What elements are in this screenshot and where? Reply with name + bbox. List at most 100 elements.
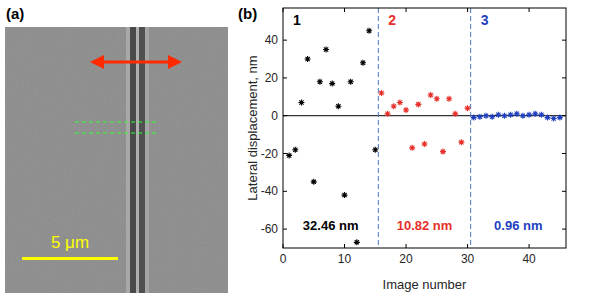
line-dark: [139, 27, 145, 293]
point: [434, 96, 440, 102]
point: [409, 145, 415, 151]
point: [514, 111, 520, 117]
image-background: [5, 27, 228, 293]
axes: 010203040-60-40-2002040Image numberLater…: [245, 8, 566, 292]
point: [428, 92, 434, 98]
point: [440, 149, 446, 155]
y-tick: [283, 77, 287, 78]
region-label: 1: [293, 12, 301, 28]
x-tick-label: 40: [522, 252, 536, 266]
y-tick: [562, 191, 566, 192]
std-annotation: 32.46 nm: [303, 218, 359, 233]
x-tick: [406, 244, 407, 248]
plot-area: [283, 8, 566, 248]
std-annotation: 0.96 nm: [494, 218, 542, 233]
series: [378, 90, 470, 155]
x-tick-label: 30: [461, 252, 475, 266]
point: [397, 99, 403, 105]
x-tick: [529, 244, 530, 248]
point: [532, 111, 538, 117]
point: [335, 103, 341, 109]
y-tick-label: -20: [261, 147, 279, 161]
edge-light: [126, 27, 130, 293]
point: [501, 113, 507, 119]
point: [378, 90, 384, 96]
point: [305, 56, 311, 62]
plot-marks: [283, 8, 566, 248]
point: [311, 179, 317, 185]
point: [551, 116, 557, 122]
region-boundary: [470, 8, 471, 248]
arrow-shaft: [100, 61, 172, 64]
point: [348, 79, 354, 85]
point: [489, 114, 495, 120]
point: [508, 112, 514, 118]
x-tick: [529, 8, 530, 12]
y-tick-label: -60: [261, 222, 279, 236]
region-boundary: [378, 8, 379, 248]
line-center: [136, 27, 139, 293]
point: [298, 99, 304, 105]
point: [452, 111, 458, 117]
point: [329, 81, 335, 87]
point: [354, 239, 360, 245]
x-axis-label: Image number: [383, 277, 467, 292]
y-tick-label: 20: [265, 71, 279, 85]
x-tick: [467, 244, 468, 248]
y-tick: [562, 40, 566, 41]
y-tick: [562, 153, 566, 154]
plot-frame: [283, 8, 566, 248]
point: [526, 112, 532, 118]
point: [446, 96, 452, 102]
y-tick: [283, 229, 287, 230]
y-tick-label: -40: [261, 184, 279, 198]
point: [342, 192, 348, 198]
point: [385, 111, 391, 117]
roi-line: [75, 122, 158, 123]
line-dark: [130, 27, 136, 293]
point: [391, 103, 397, 109]
x-tick: [344, 244, 345, 248]
x-tick-label: 20: [399, 252, 413, 266]
y-tick: [283, 153, 287, 154]
region-label: 3: [481, 12, 489, 28]
point: [415, 101, 421, 107]
point: [458, 139, 464, 145]
image-panel: 5 μm: [5, 27, 228, 293]
point: [520, 113, 526, 119]
scale-bar-label: 5 μm: [51, 233, 89, 252]
series: [286, 28, 378, 246]
scale-bar: [22, 257, 118, 260]
point: [477, 114, 483, 120]
y-tick-label: 40: [265, 33, 279, 47]
edge-light: [145, 27, 149, 293]
point: [323, 47, 329, 53]
x-tick: [344, 8, 345, 12]
arrow-head: [90, 55, 104, 69]
y-tick: [283, 191, 287, 192]
point: [366, 28, 372, 34]
point: [545, 115, 551, 121]
region-label: 2: [388, 12, 396, 28]
y-tick-label: 0: [271, 109, 278, 123]
point: [465, 105, 471, 111]
panel-label: (b): [238, 5, 257, 22]
y-axis-label: Lateral displacement, nm: [245, 55, 260, 200]
point: [538, 112, 544, 118]
y-tick: [283, 40, 287, 41]
point: [483, 113, 489, 119]
std-annotation: 10.82 nm: [397, 218, 453, 233]
point: [422, 141, 428, 147]
series: [471, 111, 563, 122]
x-tick: [406, 8, 407, 12]
point: [372, 147, 378, 153]
panel-label: (a): [6, 5, 24, 22]
point: [292, 147, 298, 153]
point: [317, 79, 323, 85]
image-noise: [5, 27, 228, 293]
y-tick: [562, 229, 566, 230]
figure: 5 μm(a)(b)010203040-60-40-2002040Image n…: [0, 0, 600, 298]
point: [360, 60, 366, 66]
arrow-head: [168, 55, 182, 69]
x-tick: [467, 8, 468, 12]
